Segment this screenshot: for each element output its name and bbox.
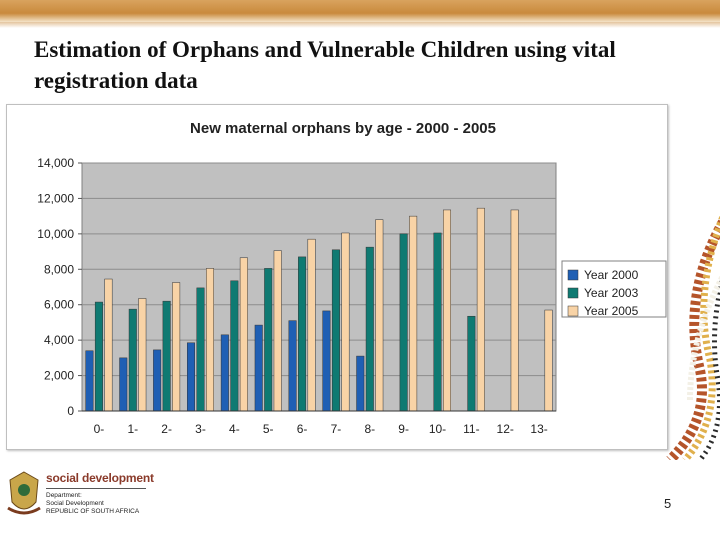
bar-year-2005	[307, 238, 316, 412]
legend-box	[561, 260, 667, 318]
x-tick-label: 0-	[94, 422, 105, 436]
bar-year-2005	[273, 250, 282, 412]
x-tick-label: 6-	[297, 422, 308, 436]
legend-label: Year 2005	[584, 304, 639, 318]
bar-year-2000	[288, 320, 297, 412]
bar-year-2003	[331, 249, 340, 412]
legend-swatch	[567, 305, 579, 317]
bar-year-2005	[138, 298, 147, 412]
bar-year-2000	[254, 324, 263, 412]
chart-frame: New maternal orphans by age - 2000 - 200…	[6, 104, 668, 450]
bar-year-2003	[196, 287, 205, 412]
slide-title: Estimation of Orphans and Vulnerable Chi…	[34, 37, 616, 93]
bar-year-2003	[230, 280, 239, 412]
y-tick-label: 0	[67, 404, 74, 418]
y-tick-label: 12,000	[37, 191, 74, 205]
bar-year-2005	[409, 215, 418, 412]
bar-year-2003	[467, 315, 476, 412]
bar-year-2003	[128, 308, 137, 412]
bar-year-2003	[298, 256, 307, 412]
coat-of-arms-icon	[7, 471, 41, 515]
bar-chart: New maternal orphans by age - 2000 - 200…	[37, 120, 667, 436]
brand-name: social development	[46, 471, 154, 485]
department-text: Department: Social Development REPUBLIC …	[46, 492, 139, 516]
x-tick-label: 11-	[463, 422, 479, 436]
department-logo: social development Department: Social De…	[4, 468, 154, 524]
x-tick-label: 13-	[530, 422, 547, 436]
x-tick-label: 5-	[263, 422, 274, 436]
bar-year-2000	[85, 350, 94, 412]
bar-year-2005	[104, 278, 113, 412]
y-tick-label: 6,000	[44, 298, 74, 312]
bar-year-2005	[172, 282, 181, 412]
bar-year-2005	[476, 207, 485, 412]
dept-line-3: REPUBLIC OF SOUTH AFRICA	[46, 508, 140, 515]
y-tick-label: 10,000	[37, 227, 74, 241]
y-tick-label: 4,000	[44, 333, 74, 347]
legend-label: Year 2003	[584, 286, 639, 300]
bar-year-2003	[365, 246, 374, 412]
plot-area	[81, 162, 557, 412]
legend-label: Year 2000	[584, 268, 639, 282]
x-tick-label: 4-	[229, 422, 240, 436]
bar-year-2003	[264, 268, 273, 412]
bar-year-2005	[375, 219, 384, 412]
dept-line-1: Department:	[46, 492, 82, 499]
x-tick-label: 8-	[364, 422, 375, 436]
x-tick-label: 9-	[398, 422, 409, 436]
bar-year-2000	[322, 310, 331, 412]
bar-year-2000	[119, 357, 128, 412]
bar-year-2005	[510, 209, 519, 412]
x-tick-label: 1-	[127, 422, 138, 436]
bar-year-2003	[433, 232, 442, 412]
bar-year-2000	[220, 334, 229, 412]
bar-year-2005	[443, 209, 451, 412]
brand-divider	[46, 488, 146, 489]
y-tick-label: 14,000	[37, 156, 74, 170]
bar-year-2005	[206, 268, 214, 412]
y-tick-label: 2,000	[44, 369, 74, 383]
bar-year-2003	[94, 301, 103, 412]
decorative-top-band	[0, 0, 720, 28]
x-tick-label: 3-	[195, 422, 206, 436]
dept-line-2: Social Development	[46, 500, 104, 507]
bar-year-2005	[341, 232, 350, 412]
bar-year-2000	[153, 349, 162, 412]
page-number: 5	[664, 496, 672, 511]
legend-swatch	[567, 269, 579, 281]
legend-swatch	[567, 287, 579, 299]
beadwork-image	[666, 214, 720, 460]
beadwork-decoration	[660, 170, 720, 460]
x-tick-label: 12-	[497, 422, 514, 436]
x-tick-label: 10-	[429, 422, 446, 436]
bar-year-2003	[399, 233, 408, 412]
x-tick-label: 7-	[331, 422, 342, 436]
y-tick-label: 8,000	[44, 262, 74, 276]
bar-year-2003	[162, 300, 171, 412]
bar-year-2000	[356, 355, 365, 412]
bar-year-2005	[239, 257, 248, 412]
chart-title: New maternal orphans by age - 2000 - 200…	[190, 120, 496, 137]
x-tick-label: 2-	[161, 422, 172, 436]
bar-year-2005	[544, 309, 553, 412]
bar-year-2000	[187, 342, 195, 412]
